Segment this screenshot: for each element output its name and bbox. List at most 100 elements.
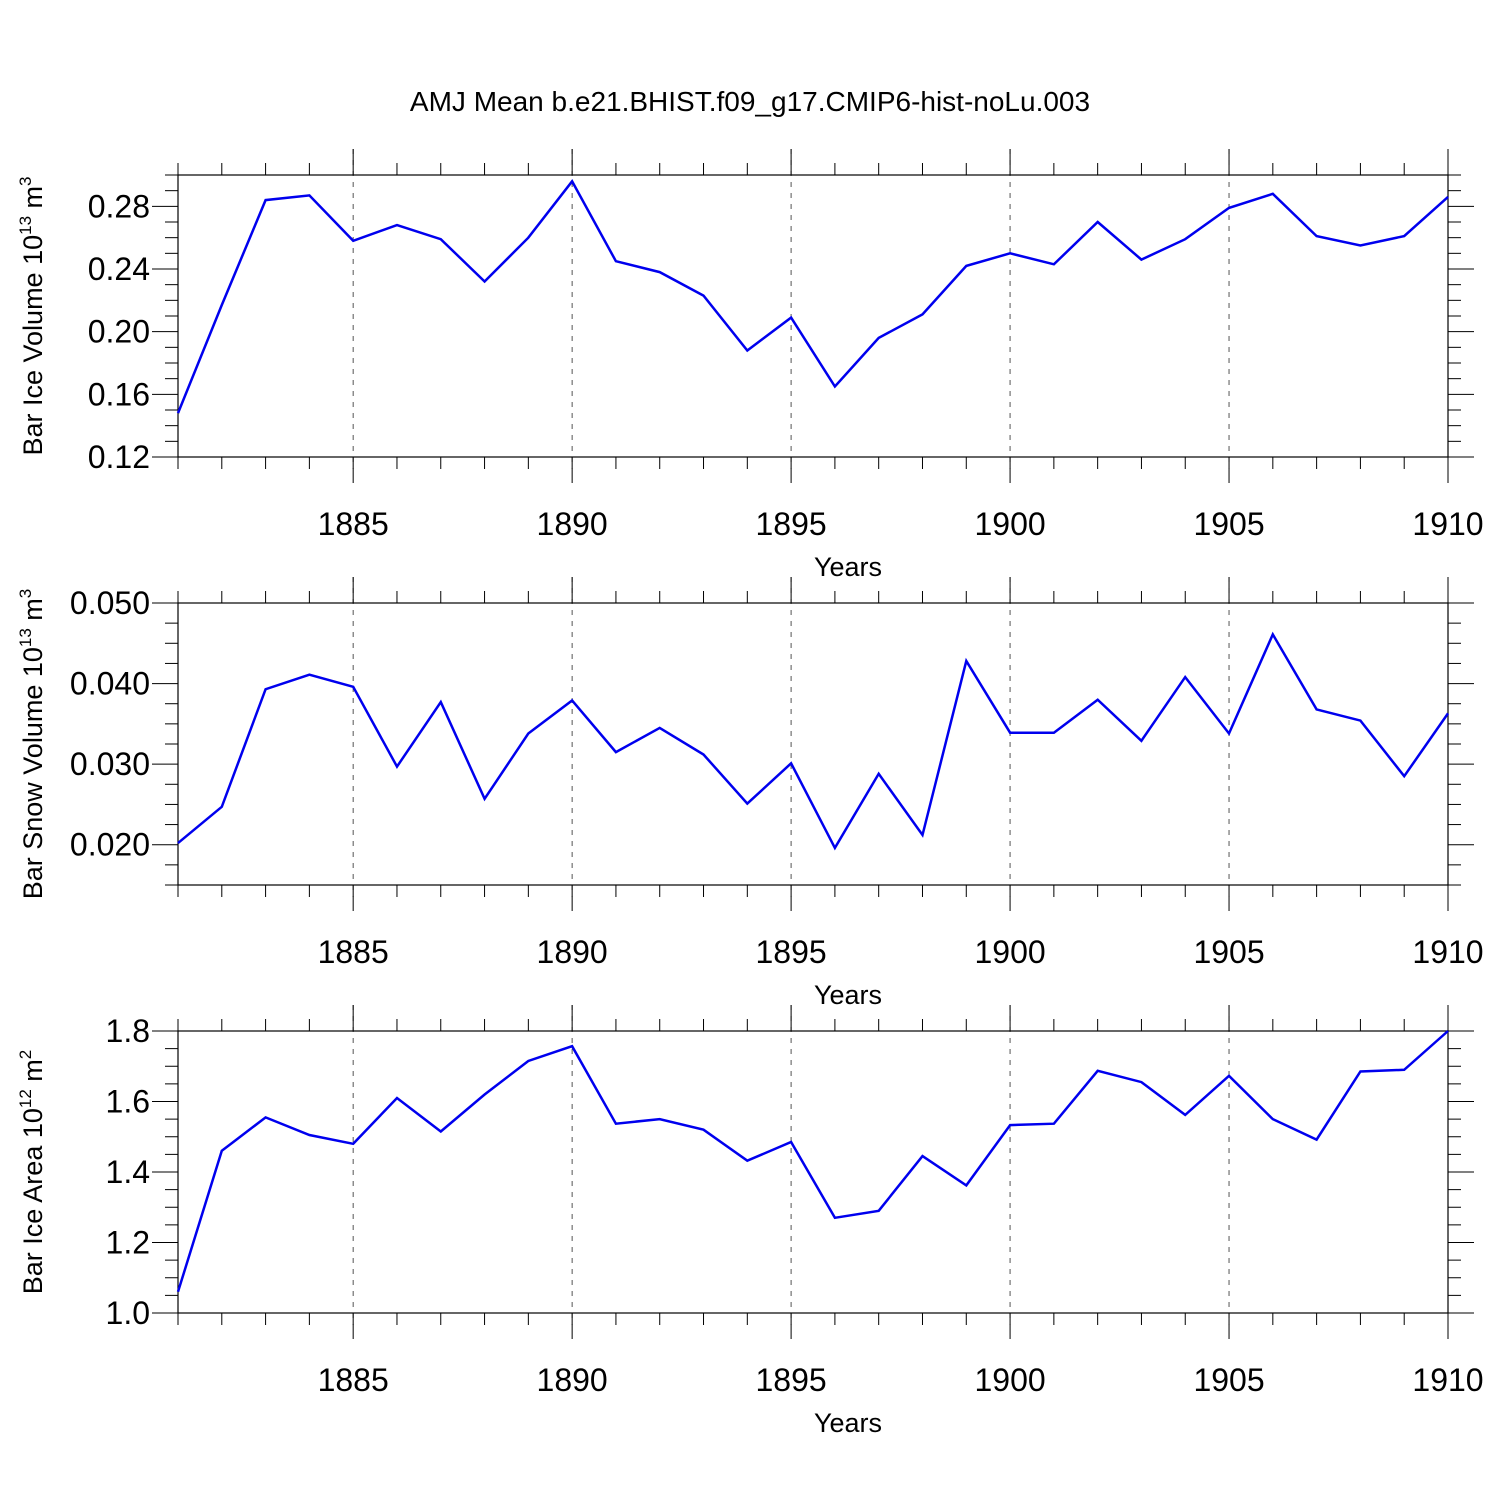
data-point [1096, 220, 1100, 224]
x-tick-label: 1890 [537, 1362, 608, 1398]
x-tick-label: 1910 [1412, 934, 1483, 970]
data-point [483, 797, 487, 801]
data-point [1052, 731, 1056, 735]
data-point [1096, 1069, 1100, 1073]
x-axis-title: Years [814, 1408, 882, 1438]
x-tick-label: 1885 [318, 1362, 389, 1398]
data-point [570, 698, 574, 702]
data-point [1315, 1138, 1319, 1142]
data-point [1008, 731, 1012, 735]
data-point [1183, 1113, 1187, 1117]
y-axis-title: Bar Ice Area 1012 m2 [16, 1050, 48, 1295]
y-tick-label: 1.4 [106, 1154, 150, 1190]
y-axis-title-unit-exponent: 3 [16, 589, 35, 598]
data-point [1315, 234, 1319, 238]
data-point [1358, 1070, 1362, 1074]
data-point [570, 179, 574, 183]
x-tick-label: 1895 [756, 1362, 827, 1398]
y-axis-title-unit: m [18, 598, 48, 628]
y-tick-label: 1.6 [106, 1084, 150, 1120]
data-point [1271, 1117, 1275, 1121]
data-point [964, 1183, 968, 1187]
x-axis-title: Years [814, 980, 882, 1010]
data-point [1358, 244, 1362, 248]
data-point [351, 239, 355, 243]
y-axis-title-unit-exponent: 3 [16, 176, 35, 185]
data-point [1008, 1123, 1012, 1127]
data-point [351, 685, 355, 689]
data-point [307, 1133, 311, 1137]
y-axis-title: Bar Ice Volume 1013 m3 [16, 176, 48, 455]
data-point [1446, 195, 1450, 199]
data-point [1052, 1122, 1056, 1126]
x-tick-label: 1890 [537, 506, 608, 542]
data-point [351, 1142, 355, 1146]
y-axis-title-exponent: 13 [16, 216, 35, 235]
chart-title: AMJ Mean b.e21.BHIST.f09_g17.CMIP6-hist-… [410, 86, 1090, 117]
data-point [1446, 711, 1450, 715]
data-point [789, 761, 793, 765]
data-point [614, 259, 618, 263]
y-tick-label: 0.20 [88, 314, 150, 350]
data-point [307, 193, 311, 197]
data-point [395, 765, 399, 769]
data-point [964, 264, 968, 268]
data-point [789, 1140, 793, 1144]
data-point [483, 1092, 487, 1096]
x-tick-label: 1905 [1193, 506, 1264, 542]
data-point [614, 750, 618, 754]
data-point [1271, 192, 1275, 196]
data-point [526, 1059, 530, 1063]
plot-frame [177, 602, 1449, 886]
data-point [483, 280, 487, 284]
data-point [920, 1154, 924, 1158]
x-tick-label: 1900 [974, 934, 1045, 970]
data-point [264, 198, 268, 202]
y-tick-label: 0.12 [88, 439, 150, 475]
data-point [526, 236, 530, 240]
series-line-ice-volume [176, 179, 1449, 414]
data-point [1402, 1068, 1406, 1072]
panel-snow-volume: 0.020 0.030 0.040 0.050 1885 1890 1895 1900 1905… [16, 577, 1484, 1010]
panel-ice-volume: 0.12 0.16 0.20 0.24 0.28 1885 1890 1895 1900 1905… [16, 149, 1484, 582]
data-point [702, 294, 706, 298]
y-tick-label: 0.030 [70, 746, 150, 782]
x-tick-label: 1890 [537, 934, 608, 970]
y-tick-label: 0.050 [70, 585, 150, 621]
panels: 0.12 0.16 0.20 0.24 0.28 1885 1890 1895 1900 1905… [16, 149, 1484, 1438]
x-tick-label: 1895 [756, 934, 827, 970]
data-point [877, 1209, 881, 1213]
panel-ice-area: 1.0 1.2 1.4 1.6 1.8 1885 1890 1895 1900 1905 1910 Y… [16, 1005, 1484, 1438]
x-tick-label: 1900 [974, 506, 1045, 542]
y-axis-title-main: Bar Ice Area 10 [18, 1108, 48, 1294]
data-point [833, 385, 837, 389]
data-point [395, 1096, 399, 1100]
x-tick-label: 1885 [318, 506, 389, 542]
data-point [702, 1128, 706, 1132]
y-axis-title-exponent: 12 [16, 1089, 35, 1108]
data-point [964, 659, 968, 663]
data-point [1008, 251, 1012, 255]
data-point [877, 336, 881, 340]
y-tick-label: 0.020 [70, 827, 150, 863]
data-point [658, 270, 662, 274]
y-tick-label: 0.040 [70, 666, 150, 702]
series-line-snow-volume [177, 631, 1450, 851]
y-axis-title-unit: m [18, 186, 48, 216]
data-point [920, 312, 924, 316]
x-tick-label: 1900 [974, 1362, 1045, 1398]
plot-frame [177, 174, 1449, 458]
data-point [1315, 707, 1319, 711]
y-axis-title-unit-exponent: 2 [16, 1050, 35, 1059]
data-point [702, 752, 706, 756]
data-point [1139, 739, 1143, 743]
y-tick-label: 1.2 [106, 1225, 150, 1261]
y-axis-title: Bar Snow Volume 1013 m3 [16, 589, 48, 900]
data-point [395, 223, 399, 227]
data-point [789, 316, 793, 320]
y-tick-label: 1.8 [106, 1013, 150, 1049]
y-tick-label: 0.16 [88, 376, 150, 412]
x-tick-label: 1885 [318, 934, 389, 970]
data-point [439, 237, 443, 241]
